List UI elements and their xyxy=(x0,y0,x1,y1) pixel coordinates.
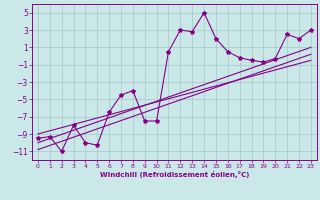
X-axis label: Windchill (Refroidissement éolien,°C): Windchill (Refroidissement éolien,°C) xyxy=(100,171,249,178)
